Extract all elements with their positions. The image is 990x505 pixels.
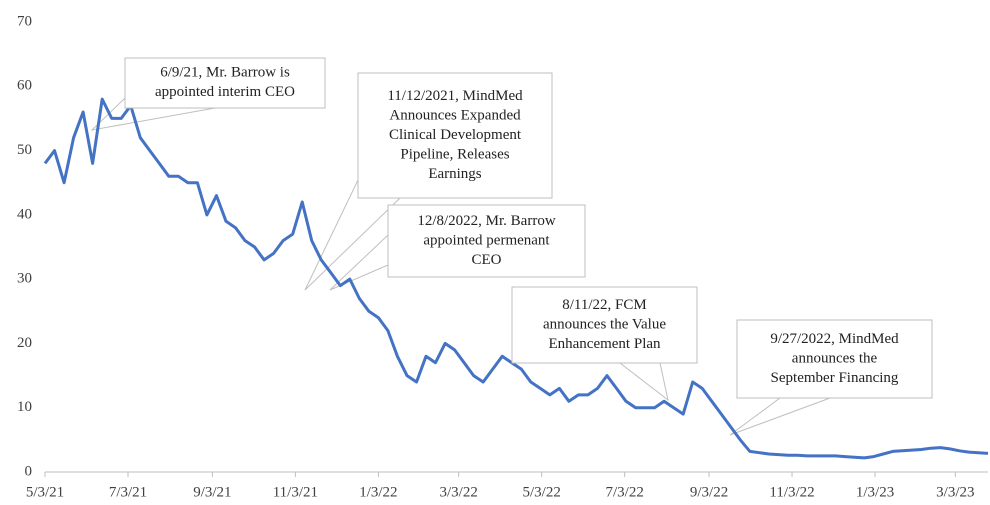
callout-text: Enhancement Plan [548, 336, 661, 352]
y-tick-label: 10 [17, 399, 32, 415]
y-tick-label: 0 [25, 463, 33, 479]
x-tick-label: 7/3/22 [606, 484, 644, 500]
y-tick-label: 40 [17, 206, 32, 222]
callout-text: appointed permenant [423, 232, 550, 248]
callout-pointer [618, 362, 669, 402]
y-tick-label: 60 [17, 78, 32, 94]
callout-text: CEO [472, 252, 502, 268]
x-tick-label: 9/3/21 [193, 484, 231, 500]
callout-text: 9/27/2022, MindMed [770, 331, 899, 347]
price-line [43, 97, 989, 460]
x-tick-label: 1/3/22 [359, 484, 397, 500]
callout-text: appointed interim CEO [155, 84, 295, 100]
callout-text: September Financing [771, 370, 899, 386]
y-tick-label: 20 [17, 335, 32, 351]
y-tick-label: 50 [17, 142, 32, 158]
callout-text: Announces Expanded [389, 107, 521, 123]
callout-text: 12/8/2022, Mr. Barrow [417, 213, 555, 229]
x-tick-label: 11/3/22 [769, 484, 814, 500]
y-tick-label: 30 [17, 271, 32, 287]
callout-text: announces the Value [543, 316, 666, 332]
callout-text: 11/12/2021, MindMed [387, 88, 523, 104]
callout-text: announces the [792, 350, 878, 366]
x-tick-label: 5/3/21 [26, 484, 64, 500]
callout-box [124, 57, 326, 109]
x-tick-label: 11/3/21 [273, 484, 318, 500]
callout-box [511, 286, 698, 364]
callout-box [387, 204, 586, 278]
callout-box [357, 72, 553, 199]
x-tick-label: 3/3/22 [439, 484, 477, 500]
x-tick-label: 9/3/22 [690, 484, 728, 500]
callout-text: 8/11/22, FCM [562, 297, 646, 313]
callout-text: Clinical Development [389, 127, 522, 143]
y-tick-label: 70 [17, 13, 32, 29]
callout-text: Earnings [428, 166, 481, 182]
callout-pointer [729, 397, 831, 436]
x-tick-label: 3/3/23 [936, 484, 974, 500]
callout-text: 6/9/21, Mr. Barrow is [160, 65, 290, 81]
x-tick-label: 1/3/23 [856, 484, 894, 500]
x-tick-label: 5/3/22 [523, 484, 561, 500]
x-tick-label: 7/3/21 [109, 484, 147, 500]
callout-box [736, 319, 933, 399]
callout-text: Pipeline, Releases [400, 146, 509, 162]
